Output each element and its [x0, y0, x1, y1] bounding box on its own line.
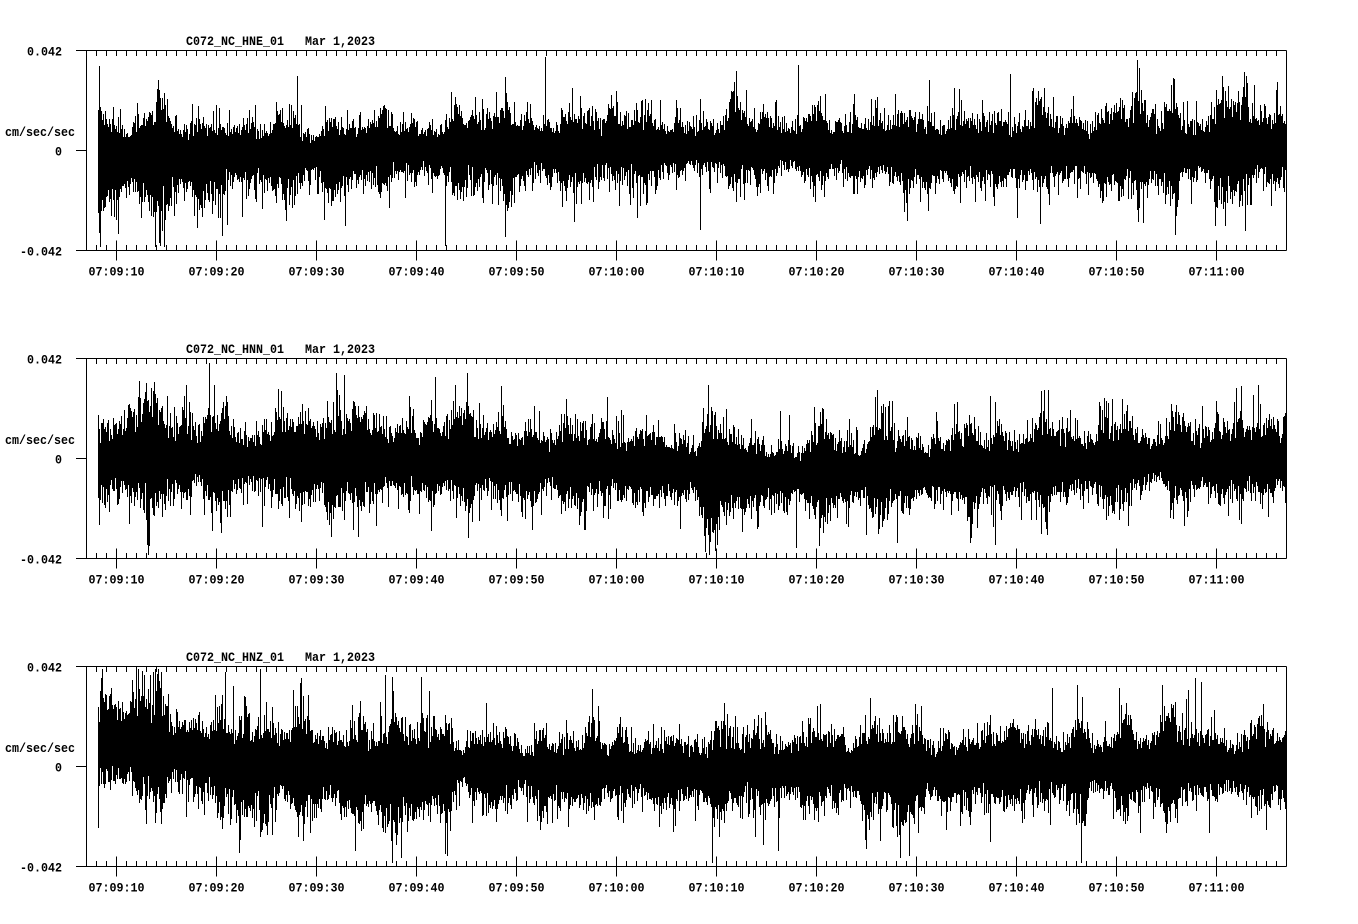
svg-text:07:10:30: 07:10:30: [889, 265, 945, 280]
svg-text:0.042: 0.042: [27, 45, 62, 60]
svg-text:07:10:50: 07:10:50: [1089, 881, 1145, 896]
svg-text:07:09:50: 07:09:50: [489, 881, 545, 896]
svg-text:07:10:00: 07:10:00: [589, 265, 645, 280]
svg-text:07:10:20: 07:10:20: [789, 881, 845, 896]
svg-text:0.042: 0.042: [27, 353, 62, 368]
svg-text:07:09:50: 07:09:50: [489, 265, 545, 280]
svg-text:07:10:20: 07:10:20: [789, 265, 845, 280]
svg-text:07:10:10: 07:10:10: [689, 881, 745, 896]
svg-text:07:09:30: 07:09:30: [289, 265, 345, 280]
svg-text:07:10:10: 07:10:10: [689, 265, 745, 280]
svg-text:07:10:00: 07:10:00: [589, 881, 645, 896]
svg-text:07:10:40: 07:10:40: [989, 265, 1045, 280]
svg-text:C072_NC_HNE_01 Mar 1,2023: C072_NC_HNE_01 Mar 1,2023: [186, 34, 375, 49]
svg-text:0: 0: [55, 761, 62, 776]
svg-text:07:11:00: 07:11:00: [1189, 265, 1245, 280]
svg-text:07:10:50: 07:10:50: [1089, 265, 1145, 280]
svg-text:-0.042: -0.042: [20, 861, 62, 876]
svg-text:07:09:40: 07:09:40: [389, 265, 445, 280]
svg-text:-0.042: -0.042: [20, 245, 62, 260]
svg-text:07:10:40: 07:10:40: [989, 573, 1045, 588]
svg-text:07:09:30: 07:09:30: [289, 881, 345, 896]
svg-text:07:09:10: 07:09:10: [89, 265, 145, 280]
svg-text:07:10:30: 07:10:30: [889, 573, 945, 588]
svg-text:cm/sec/sec: cm/sec/sec: [5, 433, 75, 448]
svg-text:0: 0: [55, 453, 62, 468]
svg-text:07:09:30: 07:09:30: [289, 573, 345, 588]
svg-text:C072_NC_HNN_01 Mar 1,2023: C072_NC_HNN_01 Mar 1,2023: [186, 342, 375, 357]
svg-text:07:09:40: 07:09:40: [389, 881, 445, 896]
svg-text:07:10:10: 07:10:10: [689, 573, 745, 588]
svg-text:07:10:30: 07:10:30: [889, 881, 945, 896]
svg-text:07:10:50: 07:10:50: [1089, 573, 1145, 588]
svg-text:-0.042: -0.042: [20, 553, 62, 568]
svg-text:07:09:20: 07:09:20: [189, 573, 245, 588]
svg-text:C072_NC_HNZ_01 Mar 1,2023: C072_NC_HNZ_01 Mar 1,2023: [186, 650, 375, 665]
svg-text:07:09:50: 07:09:50: [489, 573, 545, 588]
svg-text:07:10:40: 07:10:40: [989, 881, 1045, 896]
svg-text:0: 0: [55, 145, 62, 160]
svg-text:cm/sec/sec: cm/sec/sec: [5, 741, 75, 756]
svg-text:07:10:20: 07:10:20: [789, 573, 845, 588]
svg-text:07:11:00: 07:11:00: [1189, 881, 1245, 896]
svg-text:07:09:40: 07:09:40: [389, 573, 445, 588]
svg-text:07:10:00: 07:10:00: [589, 573, 645, 588]
svg-text:07:09:20: 07:09:20: [189, 265, 245, 280]
svg-text:07:09:10: 07:09:10: [89, 881, 145, 896]
svg-text:07:09:10: 07:09:10: [89, 573, 145, 588]
svg-text:07:11:00: 07:11:00: [1189, 573, 1245, 588]
svg-text:0.042: 0.042: [27, 661, 62, 676]
svg-text:07:09:20: 07:09:20: [189, 881, 245, 896]
svg-text:cm/sec/sec: cm/sec/sec: [5, 125, 75, 140]
